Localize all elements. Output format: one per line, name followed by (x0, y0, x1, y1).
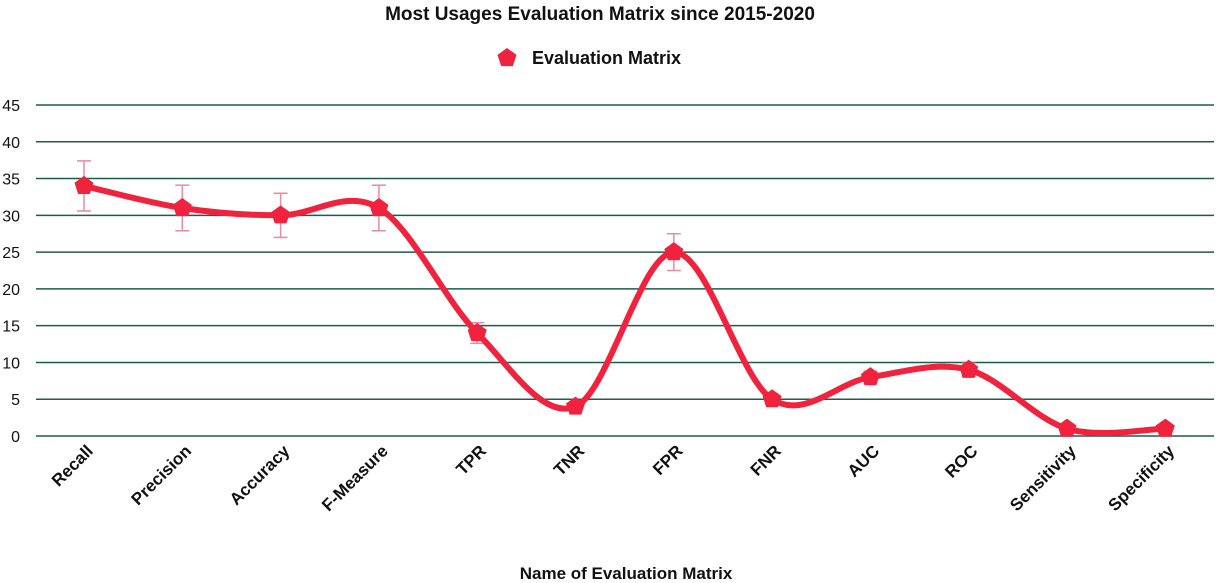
data-point-marker (467, 323, 487, 342)
chart-title: Most Usages Evaluation Matrix since 2015… (385, 4, 815, 25)
x-tick-label: Accuracy (226, 441, 294, 509)
x-tick-label: TNR (550, 441, 588, 479)
x-tick-label: FPR (649, 441, 686, 478)
data-point-marker (1155, 418, 1175, 437)
data-point-marker (664, 242, 684, 261)
data-markers (74, 175, 1175, 437)
data-point-marker (271, 205, 291, 224)
data-point-marker (860, 367, 880, 386)
x-tick-label: TPR (453, 441, 490, 478)
y-tick-label: 35 (2, 172, 20, 189)
x-axis-label: Name of Evaluation Matrix (520, 564, 733, 583)
x-tick-label: Recall (48, 441, 97, 490)
gridlines (36, 104, 1214, 437)
y-tick-label: 0 (11, 429, 20, 446)
data-point-marker (74, 175, 94, 194)
x-tick-label: FNR (747, 441, 785, 479)
y-tick-label: 30 (2, 208, 20, 225)
y-tick-label: 15 (2, 319, 20, 336)
y-axis-ticks: 0 5 10 15 20 25 30 35 40 45 (2, 98, 20, 446)
data-point-marker (1057, 418, 1077, 437)
y-tick-label: 45 (2, 98, 20, 115)
legend-label: Evaluation Matrix (532, 48, 681, 68)
y-tick-label: 20 (2, 282, 20, 299)
x-tick-label: ROC (941, 441, 981, 481)
legend: Evaluation Matrix (497, 48, 681, 68)
data-point-marker (172, 197, 192, 217)
data-point-marker (369, 197, 389, 217)
data-point-marker (762, 389, 782, 408)
y-tick-label: 5 (11, 392, 20, 409)
x-tick-label: Specificity (1105, 441, 1179, 515)
x-tick-label: Precision (128, 441, 196, 509)
y-tick-label: 40 (2, 135, 20, 152)
data-point-marker (565, 396, 586, 415)
data-point-marker (959, 359, 979, 378)
legend-marker-icon (497, 48, 517, 67)
y-tick-label: 25 (2, 245, 20, 262)
x-tick-label: Sensitivity (1006, 441, 1080, 515)
x-tick-label: AUC (844, 441, 883, 480)
x-axis-ticks: Recall Precision Accuracy F-Measure TPR TNR FP… (48, 441, 1179, 515)
series-line (81, 182, 1169, 436)
y-tick-label: 10 (2, 355, 20, 372)
x-tick-label: F-Measure (318, 441, 392, 515)
